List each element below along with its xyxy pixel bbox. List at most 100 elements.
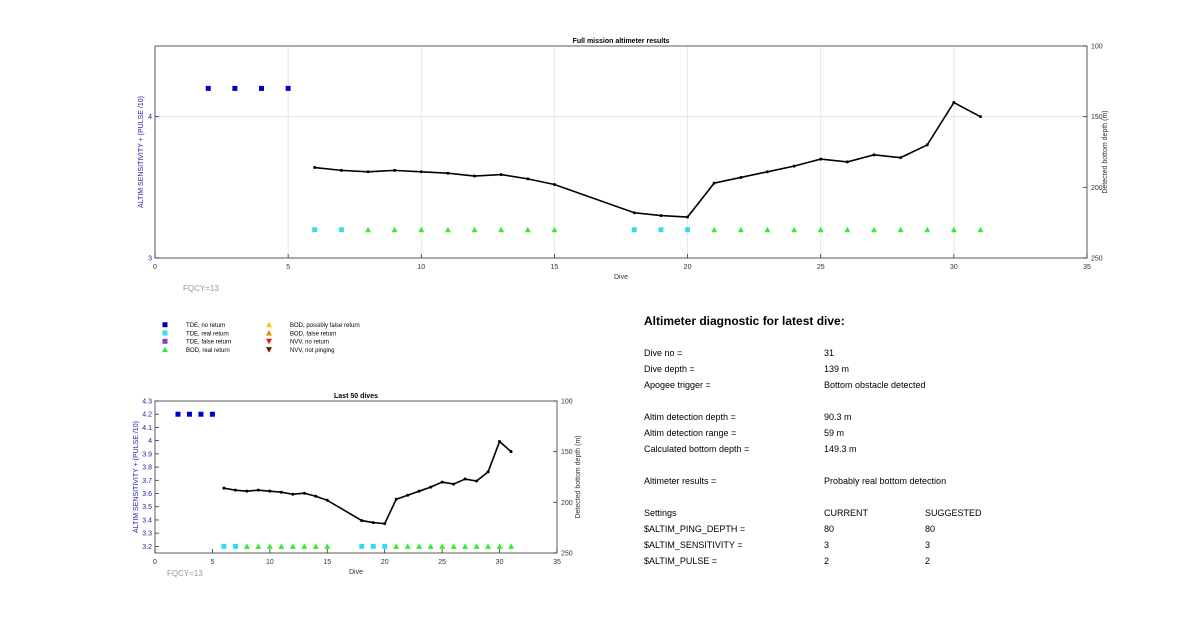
tde-no-return-marker bbox=[175, 411, 181, 417]
bod-real-return-marker bbox=[764, 226, 771, 233]
x-tick-label: 25 bbox=[438, 559, 446, 566]
x-tick-label: 25 bbox=[817, 264, 825, 271]
bottom-depth-point bbox=[552, 183, 556, 187]
bottom-depth-point bbox=[526, 177, 530, 181]
y-tick-label: 3 bbox=[148, 256, 152, 263]
bottom-depth-point bbox=[268, 489, 272, 493]
bod-real-return-marker bbox=[439, 543, 446, 549]
bod-real-return-marker bbox=[416, 543, 423, 549]
x-tick-label: 30 bbox=[496, 559, 504, 566]
tde-real-return-marker bbox=[338, 227, 344, 233]
x-tick-label: 0 bbox=[153, 264, 157, 271]
bod-real-return-marker bbox=[498, 226, 505, 233]
y-axis-label: ALTIM SENSITIVITY + (PULSE /10) bbox=[138, 96, 145, 208]
bod-real-return-marker bbox=[391, 226, 398, 233]
setting-name: $ALTIM_PING_DEPTH = bbox=[644, 524, 746, 534]
bottom-depth-point bbox=[845, 160, 849, 164]
bod-real-return-marker bbox=[289, 543, 296, 549]
setting-current: 80 bbox=[824, 524, 835, 534]
legend-marker bbox=[162, 322, 168, 328]
x-tick-label: 35 bbox=[553, 559, 561, 566]
bottom-depth-point bbox=[632, 211, 636, 215]
y2-tick-label: 150 bbox=[1091, 114, 1103, 121]
bottom-depth-point bbox=[279, 490, 283, 494]
bod-real-return-marker bbox=[791, 226, 798, 233]
bod-real-return-marker bbox=[551, 226, 558, 233]
legend-label: NVV, not pinging bbox=[290, 348, 334, 354]
legend-marker bbox=[266, 347, 272, 353]
tde-real-return-marker bbox=[631, 227, 637, 233]
y-tick-label: 3.4 bbox=[142, 517, 152, 524]
y-tick-label: 4.2 bbox=[142, 412, 152, 419]
bod-real-return-marker bbox=[324, 543, 331, 549]
bottom-depth-point bbox=[313, 166, 317, 170]
y2-tick-label: 200 bbox=[561, 500, 573, 507]
fqcy-annotation: FQCY=13 bbox=[183, 284, 219, 293]
settings-suggested-header: SUGGESTED bbox=[925, 508, 982, 518]
bottom-depth-point bbox=[486, 470, 490, 474]
bod-real-return-marker bbox=[365, 226, 372, 233]
legend-label: TDE, real return bbox=[186, 331, 229, 337]
tde-no-return-marker bbox=[232, 85, 238, 91]
bottom-depth-point bbox=[739, 175, 743, 179]
legend-label: BOD, real return bbox=[186, 348, 230, 354]
legend-label: TDE, false return bbox=[186, 340, 231, 346]
y2-axis-label: Detected bottom depth (m) bbox=[575, 435, 582, 518]
y-tick-label: 3.9 bbox=[142, 451, 152, 458]
diag-label: Apogee trigger = bbox=[644, 380, 711, 390]
bod-real-return-marker bbox=[255, 543, 262, 549]
bottom-depth-point bbox=[429, 485, 433, 489]
bottom-depth-point bbox=[452, 482, 456, 486]
bottom-depth-point bbox=[383, 522, 387, 526]
bottom-depth-point bbox=[499, 173, 503, 177]
diag-value: Probably real bottom detection bbox=[824, 476, 947, 486]
y-tick-label: 3.8 bbox=[142, 465, 152, 472]
x-tick-label: 15 bbox=[551, 264, 559, 271]
bod-real-return-marker bbox=[450, 543, 457, 549]
bod-real-return-marker bbox=[312, 543, 319, 549]
settings-current-header: CURRENT bbox=[824, 508, 868, 518]
y-tick-label: 4 bbox=[148, 114, 152, 121]
diag-label: Dive depth = bbox=[644, 364, 695, 374]
tde-real-return-marker bbox=[359, 543, 365, 549]
legend-marker bbox=[162, 338, 168, 344]
bottom-depth-point bbox=[446, 171, 450, 175]
legend-marker bbox=[266, 330, 272, 336]
legend-marker bbox=[162, 346, 168, 353]
setting-name: $ALTIM_SENSITIVITY = bbox=[644, 540, 743, 550]
y2-tick-label: 100 bbox=[561, 399, 573, 406]
y-tick-label: 4.1 bbox=[142, 425, 152, 432]
chart-title: Full mission altimeter results bbox=[573, 38, 670, 45]
chart-title: Last 50 dives bbox=[334, 393, 378, 400]
bod-real-return-marker bbox=[444, 226, 451, 233]
bottom-depth-point bbox=[417, 489, 421, 493]
diag-value: 59 m bbox=[824, 428, 845, 438]
tde-real-return-marker bbox=[382, 543, 388, 549]
y-tick-label: 3.6 bbox=[142, 491, 152, 498]
bottom-depth-point bbox=[712, 181, 716, 185]
y-tick-label: 3.7 bbox=[142, 478, 152, 485]
plot-frame bbox=[154, 45, 1088, 259]
legend-label: NVV, no return bbox=[290, 340, 329, 346]
setting-suggested: 80 bbox=[925, 524, 936, 534]
bottom-depth-point bbox=[952, 101, 956, 105]
bod-real-return-marker bbox=[471, 226, 478, 233]
bod-real-return-marker bbox=[711, 226, 718, 233]
diagnostic-panel: Altimeter diagnostic for latest dive: Di… bbox=[644, 310, 1064, 610]
bottom-depth-point bbox=[360, 519, 364, 523]
y-tick-label: 3.5 bbox=[142, 504, 152, 511]
bottom-depth-point bbox=[792, 164, 796, 168]
y2-tick-label: 200 bbox=[1091, 185, 1103, 192]
bottom-depth-point bbox=[366, 170, 370, 174]
bod-real-return-marker bbox=[485, 543, 492, 549]
bod-real-return-marker bbox=[950, 226, 957, 233]
bod-real-return-marker bbox=[473, 543, 480, 549]
settings-label: Settings bbox=[644, 508, 677, 518]
bottom-depth-point bbox=[899, 156, 903, 160]
full-mission-chart: 0 5 10 15 20 25 30 35 3 4 100 150 200 250 Full mission… bbox=[138, 38, 1109, 293]
x-tick-label: 20 bbox=[684, 264, 692, 271]
setting-current: 3 bbox=[824, 540, 830, 550]
bod-real-return-marker bbox=[266, 543, 273, 549]
bottom-depth-point bbox=[475, 479, 479, 483]
tde-no-return-marker bbox=[205, 85, 211, 91]
